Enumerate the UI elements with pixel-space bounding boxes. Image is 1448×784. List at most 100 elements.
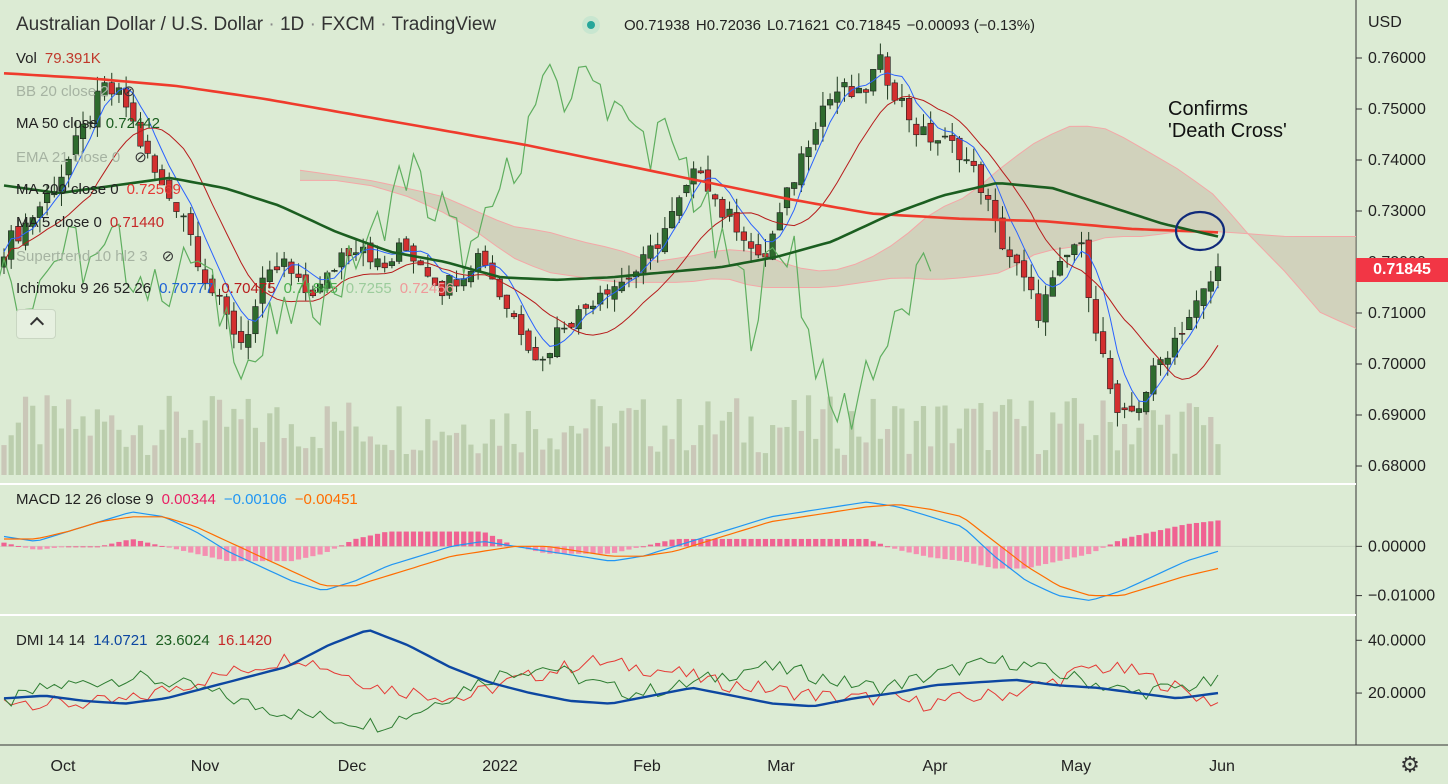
macd-histogram-bar: [166, 546, 172, 548]
macd-histogram-bar: [224, 546, 230, 561]
candle-body: [316, 283, 324, 293]
legend-row[interactable]: Ichimoku 9 26 52 26 0.70777 0.70475 0.71845…: [16, 280, 454, 297]
legend-row[interactable]: EMA 21 close 0 ⊘: [16, 148, 147, 166]
candle-body: [920, 126, 927, 136]
volume-bar: [145, 454, 151, 475]
volume-bar: [1064, 401, 1070, 475]
volume-bar: [94, 409, 100, 475]
macd-histogram-bar: [80, 546, 86, 548]
macd-histogram-bar: [841, 538, 848, 547]
change-value: −0.00093 (−0.13%): [906, 17, 1036, 34]
volume-bar: [461, 424, 467, 475]
annotation-text: Confirms 'Death Cross': [1168, 98, 1287, 142]
macd-histogram-bar: [1186, 523, 1192, 547]
candle-body: [1085, 239, 1092, 298]
ohlc-value: L0.71621: [766, 17, 830, 34]
macd-histogram-bar: [784, 538, 790, 547]
legend-row[interactable]: BB 20 close 2 ⊘: [16, 82, 135, 100]
macd-histogram-bar: [884, 546, 891, 548]
time-axis-label: Nov: [191, 758, 219, 775]
macd-histogram-bar: [152, 544, 158, 547]
macd-histogram-bar: [1157, 530, 1164, 547]
volume-bar: [583, 428, 589, 475]
legend-value: 0.7255: [345, 280, 392, 297]
volume-bar: [518, 452, 524, 475]
candle-body: [1157, 359, 1164, 365]
macd-histogram-bar: [777, 538, 783, 547]
candle-body: [1028, 276, 1035, 291]
legend-row[interactable]: Supertrend 10 hl2 3 ⊘: [16, 247, 174, 265]
time-axis-label: 2022: [482, 758, 518, 775]
macd-histogram-bar: [734, 538, 740, 547]
volume-bar: [655, 451, 661, 475]
legend-name: MA 5 close 0: [16, 214, 102, 231]
ohlc-value: H0.72036: [695, 17, 761, 34]
candle-body: [884, 56, 891, 86]
macd-histogram-bar: [482, 532, 488, 547]
legend-row[interactable]: Vol 79.391K: [16, 50, 101, 67]
macd-histogram-bar: [22, 546, 29, 548]
volume-bar: [238, 419, 244, 475]
gear-icon[interactable]: ⚙: [1400, 752, 1420, 777]
macd-histogram-bar: [1179, 525, 1185, 547]
macd-value: −0.00451: [294, 491, 358, 508]
volume-bar: [303, 448, 309, 475]
volume-bar: [561, 432, 567, 475]
macd-legend: MACD 12 26 close 9 0.00344 −0.00106 −0.0045…: [16, 491, 358, 508]
volume-bar: [482, 443, 488, 475]
macd-tick-label: −0.01000: [1368, 588, 1435, 605]
volume-bar: [920, 406, 927, 475]
legend-name: MA 50 close: [16, 115, 98, 132]
macd-histogram-bar: [396, 531, 402, 547]
volume-bar: [662, 425, 668, 475]
volume-bar: [468, 444, 474, 475]
legend-row[interactable]: MA 200 close 0 0.72569: [16, 181, 181, 198]
candle-body: [15, 226, 22, 242]
candle-body: [819, 105, 827, 127]
candle-body: [1013, 254, 1020, 264]
volume-bar: [597, 406, 603, 475]
volume-bar: [611, 423, 618, 475]
legend-row[interactable]: MA 5 close 0 0.71440: [16, 214, 164, 231]
volume-bar: [985, 450, 991, 475]
candle-body: [94, 90, 101, 128]
volume-bar: [963, 408, 970, 475]
currency-label[interactable]: USD: [1368, 14, 1402, 31]
volume-bar: [475, 453, 481, 475]
macd-histogram-bar: [561, 546, 567, 554]
candle-body: [1078, 242, 1085, 245]
macd-histogram-bar: [295, 546, 302, 560]
macd-histogram-bar: [209, 546, 215, 558]
candle-body: [841, 82, 848, 88]
macd-histogram-bar: [324, 546, 330, 552]
candle-body: [439, 281, 446, 297]
macd-histogram-bar: [173, 546, 180, 550]
eye-hidden-icon[interactable]: ⊘: [161, 248, 175, 265]
volume-bar: [683, 450, 690, 475]
candle-body: [410, 245, 417, 262]
legend-row[interactable]: MA 50 close 0.72442: [16, 115, 160, 132]
eye-hidden-icon[interactable]: ⊘: [122, 83, 136, 100]
volume-bar: [1071, 398, 1077, 475]
symbol-name[interactable]: Australian Dollar / U.S. Dollar: [16, 14, 264, 35]
macd-histogram-bar: [382, 532, 388, 547]
macd-histogram-bar: [1143, 533, 1149, 547]
volume-bar: [691, 445, 697, 475]
macd-histogram-bar: [1150, 531, 1156, 547]
eye-hidden-icon[interactable]: ⊘: [134, 149, 147, 166]
macd-histogram-bar: [870, 541, 876, 547]
volume-bar: [770, 425, 776, 475]
macd-histogram-bar: [813, 538, 819, 547]
macd-histogram-bar: [604, 546, 611, 554]
macd-histogram-bar: [762, 538, 769, 547]
candle-body: [1150, 365, 1157, 395]
macd-histogram-bar: [346, 542, 352, 547]
volume-bar: [877, 438, 883, 475]
macd-histogram-bar: [439, 531, 445, 547]
candle-body: [776, 212, 783, 231]
volume-bar: [80, 416, 86, 475]
interval[interactable]: 1D: [279, 14, 305, 35]
collapse-legend-button[interactable]: [16, 309, 56, 339]
macd-histogram-bar: [403, 531, 409, 547]
